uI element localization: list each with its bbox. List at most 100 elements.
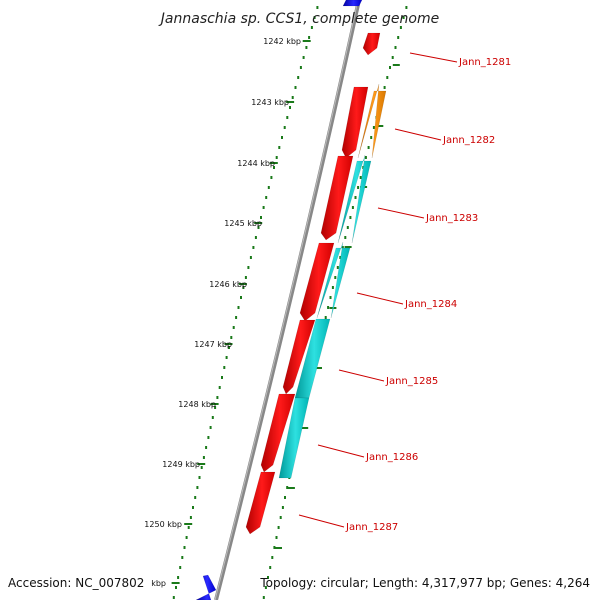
track-dot — [316, 6, 319, 9]
leader-line — [317, 444, 365, 458]
gene-feature-blue-top[interactable] — [342, 0, 363, 7]
track-dot — [267, 186, 270, 189]
track-dot — [254, 236, 257, 239]
track-dot — [172, 596, 175, 599]
track-dot — [291, 96, 294, 99]
gene-feature-jann-1282-red[interactable] — [341, 86, 369, 159]
track-dot — [273, 546, 276, 549]
track-dot — [187, 526, 190, 529]
gene-feature-blue-bottom[interactable] — [195, 574, 217, 600]
track-dot — [205, 446, 208, 449]
scale-tick — [392, 64, 400, 66]
kbp-label-partial: kbp — [151, 579, 166, 588]
genome-backbone-highlight — [214, 0, 359, 600]
track-dot — [313, 16, 316, 19]
track-dot — [209, 426, 212, 429]
track-dot — [198, 476, 201, 479]
track-dot — [279, 516, 282, 519]
track-dot — [399, 26, 402, 29]
genome-backbone — [214, 0, 361, 600]
gene-feature-jann-1281[interactable] — [362, 32, 381, 56]
track-dot — [305, 46, 308, 49]
gene-feature-jann-1287[interactable] — [245, 471, 276, 535]
gene-feature-jann-1284-red[interactable] — [299, 242, 335, 322]
track-dot — [179, 566, 182, 569]
track-dot — [196, 486, 199, 489]
track-dot — [370, 136, 373, 139]
kbp-label-1244: 1244 kbp — [237, 159, 275, 168]
track-dot — [364, 156, 367, 159]
track-dot — [177, 576, 180, 579]
inner-dotted-track — [172, 6, 319, 599]
track-dot — [228, 346, 230, 349]
track-dot — [284, 496, 286, 499]
leader-line — [356, 292, 404, 305]
track-dot — [336, 266, 339, 269]
track-dot — [367, 146, 370, 149]
track-dot — [189, 516, 192, 519]
track-dot — [324, 316, 327, 319]
track-dot — [286, 486, 289, 489]
track-dot — [278, 146, 281, 149]
track-dot — [214, 406, 217, 409]
track-dot — [341, 246, 344, 249]
track-dot — [264, 586, 267, 589]
track-dot — [218, 386, 221, 389]
gene-label-jann-1281[interactable]: Jann_1281 — [458, 57, 511, 68]
track-dot — [386, 76, 389, 79]
gene-label-jann-1285[interactable]: Jann_1285 — [385, 376, 438, 387]
track-dot — [223, 366, 226, 369]
track-dot — [260, 216, 262, 219]
track-dot — [394, 46, 397, 49]
track-dot — [349, 216, 352, 219]
track-dot — [277, 526, 280, 529]
track-dot — [194, 496, 197, 499]
kbp-label-1245: 1245 kbp — [224, 219, 262, 228]
scale-tick — [171, 582, 180, 584]
scale-tick — [269, 162, 278, 164]
gene-feature-jann-1286[interactable] — [278, 397, 310, 479]
kbp-label-1246: 1246 kbp — [209, 280, 247, 289]
map-title: Jannaschia sp. CCS1, complete genome — [158, 11, 439, 27]
gene-feature-jann-1282[interactable] — [357, 83, 387, 159]
scale-tick — [376, 125, 384, 127]
gene-feature-jann-1283-red[interactable] — [320, 155, 354, 241]
track-dot — [331, 286, 334, 289]
track-dot — [281, 136, 283, 139]
track-dot — [211, 416, 214, 419]
track-dot — [339, 256, 342, 259]
gene-feature-jann-1285-red[interactable] — [282, 319, 316, 395]
track-dot — [346, 226, 349, 229]
gene-label-jann-1287[interactable]: Jann_1287 — [345, 522, 398, 533]
gene-label-jann-1286[interactable]: Jann_1286 — [365, 452, 418, 463]
gene-label-jann-1282[interactable]: Jann_1282 — [442, 135, 495, 146]
track-dot — [230, 336, 233, 339]
track-dot — [247, 266, 250, 269]
track-dot — [299, 66, 302, 69]
gene-feature-jann-1283[interactable] — [337, 154, 372, 244]
track-dot — [359, 176, 362, 179]
gene-label-jann-1283[interactable]: Jann_1283 — [425, 213, 478, 224]
kbp-label-1250: 1250 kbp — [144, 520, 182, 529]
scale-tick — [254, 222, 263, 224]
gene-feature-jann-1284[interactable] — [316, 241, 351, 319]
track-dot — [372, 126, 375, 129]
track-dot — [221, 376, 223, 379]
track-dot — [200, 466, 203, 469]
kbp-label-1249: 1249 kbp — [162, 460, 200, 469]
track-dot — [183, 546, 186, 549]
track-dot — [302, 56, 305, 59]
track-dot — [286, 116, 289, 119]
track-dot — [181, 556, 184, 559]
scale-tick — [302, 40, 311, 42]
gene-label-jann-1284[interactable]: Jann_1284 — [404, 299, 457, 310]
track-dot — [294, 86, 297, 89]
topology-text: Topology: circular; Length: 4,317,977 bp… — [259, 576, 590, 590]
leader-line — [394, 128, 442, 141]
gene-feature-jann-1286-red[interactable] — [260, 393, 296, 473]
track-dot — [405, 6, 408, 9]
track-dot — [202, 456, 205, 459]
track-dot — [249, 256, 252, 259]
track-dot — [240, 296, 242, 299]
